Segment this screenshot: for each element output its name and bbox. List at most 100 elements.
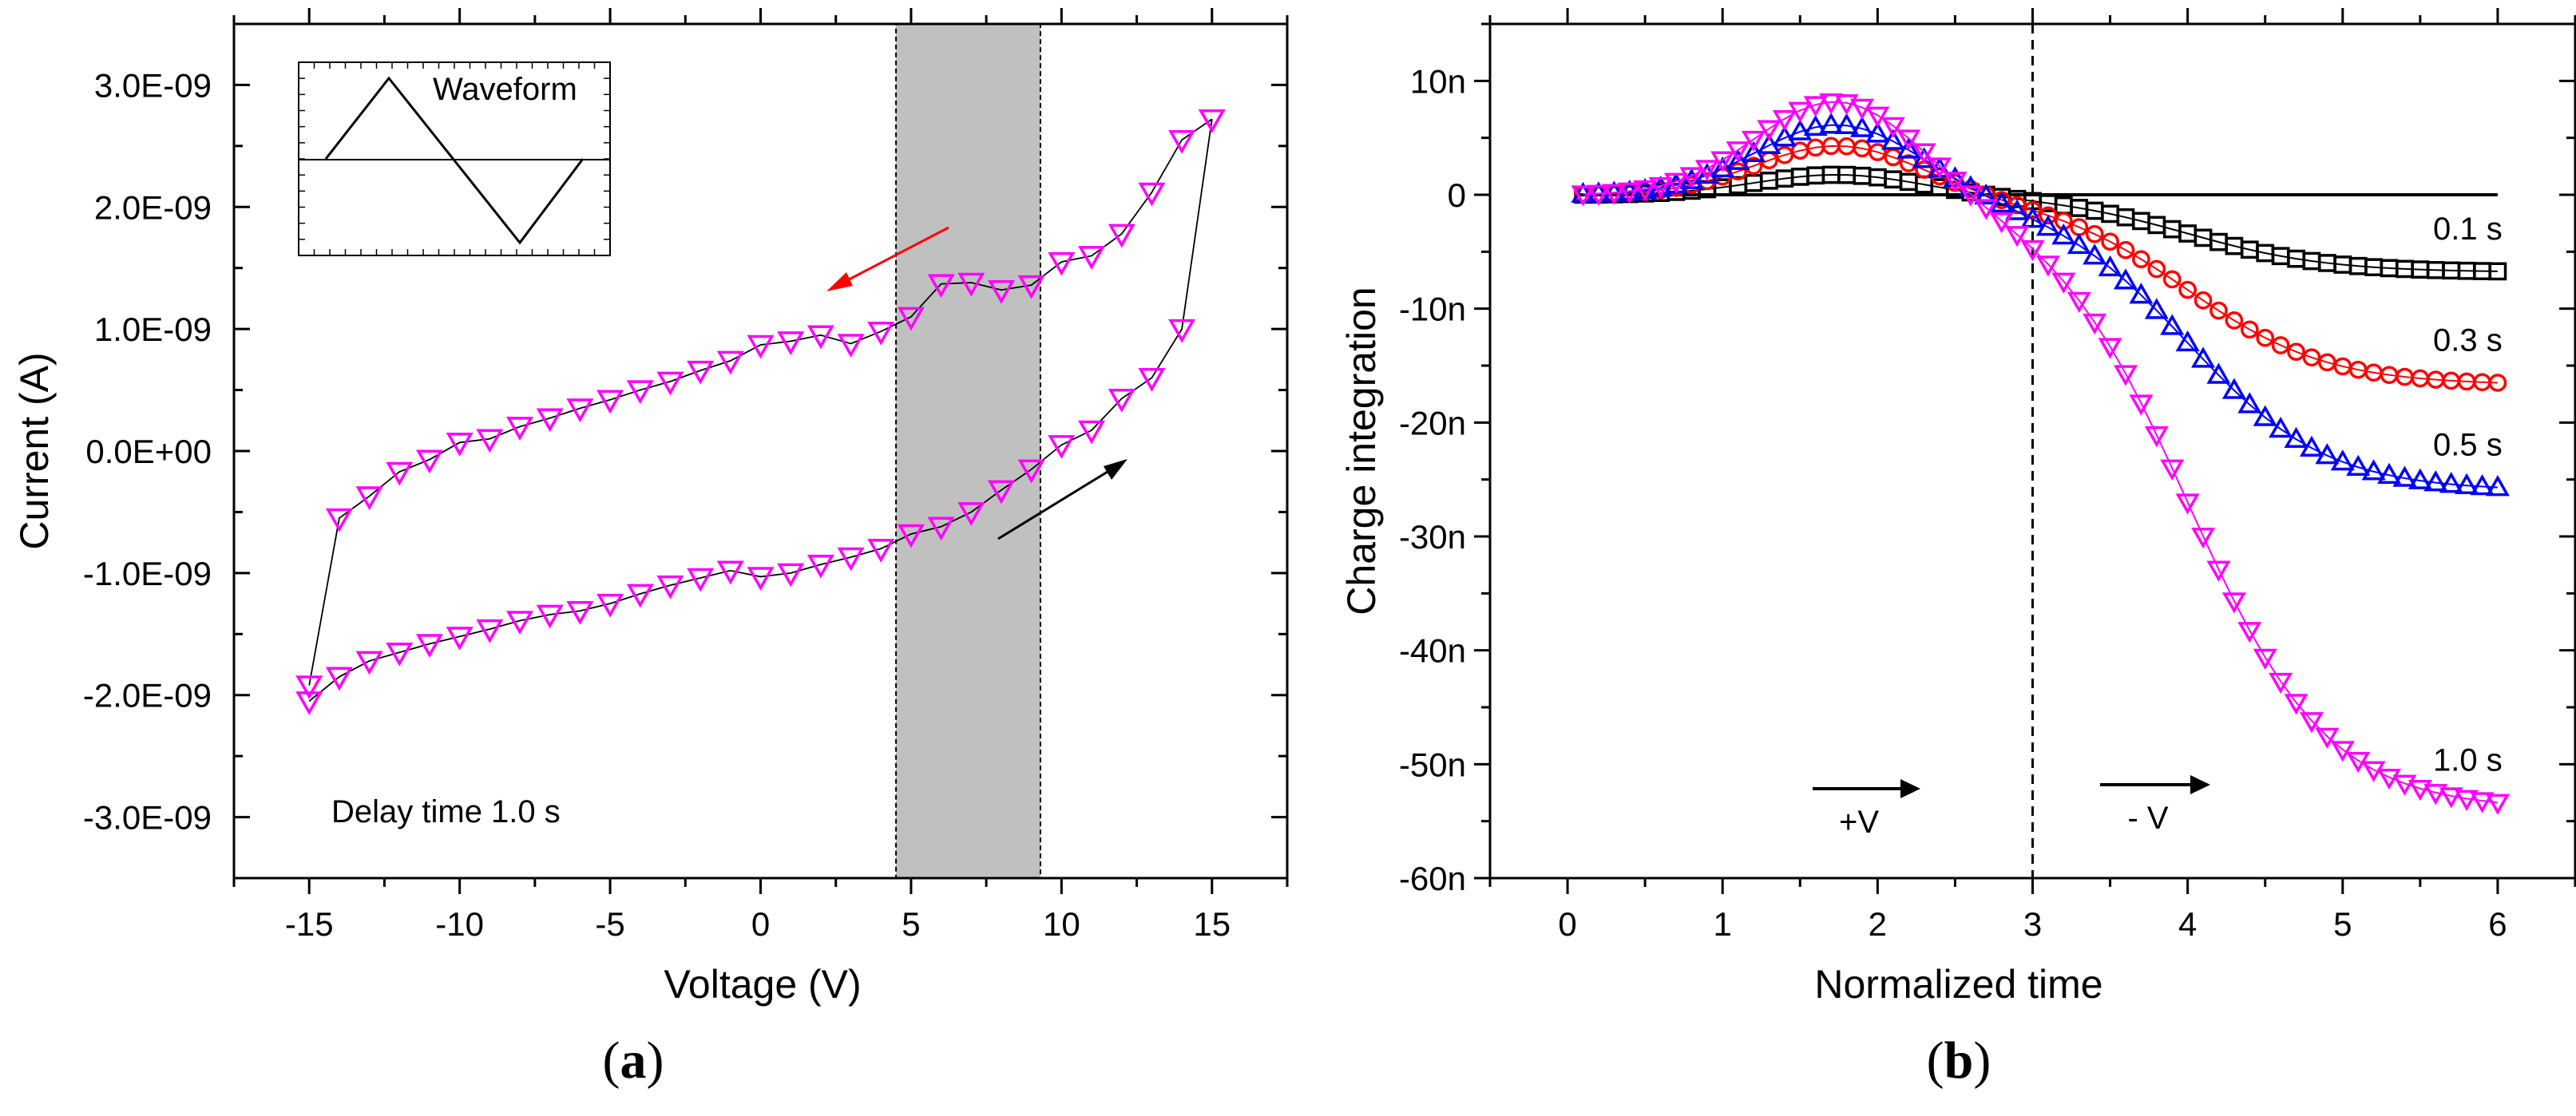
tick-labels-a: -15 -10 -5 0 5 10 15 -3.0E-09 -2.0E-09 -1.0E-09 0.…	[83, 66, 1231, 943]
data-point	[1648, 176, 1673, 199]
data-point	[1865, 121, 1890, 143]
data-point	[1168, 129, 1196, 154]
data-point	[1694, 160, 1719, 181]
data-point	[957, 502, 985, 526]
data-point	[566, 398, 594, 423]
data-point	[1974, 199, 1999, 220]
data-point	[2194, 291, 2213, 310]
data-point	[325, 508, 353, 532]
data-point	[2051, 272, 2076, 294]
series-line	[1583, 144, 2498, 384]
data-point	[2085, 224, 2104, 243]
x-tick-label-a: 15	[1193, 905, 1231, 943]
x-tick-label-b: 5	[2333, 905, 2352, 943]
x-tick-label-a: -5	[595, 905, 624, 943]
data-point	[2237, 622, 2262, 643]
data-point	[2346, 454, 2371, 477]
data-point	[1880, 117, 1905, 139]
data-point	[777, 331, 805, 355]
data-point	[1017, 275, 1045, 299]
x-tick-label-b: 0	[1558, 905, 1576, 943]
data-point	[716, 560, 744, 585]
plot-area-b	[1474, 8, 2576, 894]
data-point	[1617, 182, 1642, 204]
data-point	[2098, 255, 2122, 277]
data-point	[2132, 250, 2150, 269]
data-point	[806, 554, 834, 579]
data-point	[1138, 368, 1166, 392]
data-point	[2299, 435, 2324, 457]
data-point	[2147, 259, 2166, 279]
data-point	[1896, 137, 1921, 159]
shaded-region	[895, 23, 1041, 879]
data-point	[2256, 328, 2275, 347]
data-point	[1834, 94, 1859, 116]
data-point	[1571, 185, 1595, 207]
data-point	[897, 307, 925, 331]
data-point	[596, 593, 624, 618]
data-point	[1713, 178, 1732, 197]
data-point	[2178, 280, 2197, 299]
data-point	[386, 461, 414, 486]
y-tick-label-b: 10n	[1410, 62, 1466, 100]
data-point	[1633, 180, 1658, 202]
data-point	[1849, 116, 1874, 137]
y-axis-label-a: Current (A)	[12, 352, 57, 549]
data-point	[2271, 336, 2290, 354]
y-tick-label-b: -60n	[1399, 860, 1466, 897]
data-point	[536, 604, 564, 629]
data-point	[2361, 459, 2386, 481]
data-point	[1788, 119, 1813, 140]
data-point	[2162, 270, 2182, 289]
data-point	[1017, 459, 1045, 484]
data-point	[446, 627, 474, 651]
data-point	[2423, 784, 2448, 805]
data-point	[2206, 560, 2231, 582]
panel-a: -15 -10 -5 0 5 10 15 -3.0E-09 -2.0E-09 -1.0E-09 0.…	[12, 8, 1289, 1090]
x-axis-label-a: Voltage (V)	[664, 962, 861, 1007]
data-point	[2116, 240, 2135, 259]
data-point	[2039, 206, 2058, 225]
tick-labels-b: 0 1 2 3 4 5 6 10n 0 -10n -20n -30n -40n -50n -60n	[1399, 62, 2507, 943]
data-point	[2101, 232, 2119, 251]
data-point	[2191, 527, 2216, 549]
data-point	[2035, 255, 2060, 277]
data-point	[747, 567, 775, 591]
data-point	[1108, 389, 1135, 413]
data-point	[1865, 106, 1890, 128]
y-tick-label-b: -10n	[1399, 291, 1466, 328]
data-point	[2175, 330, 2200, 352]
data-point	[716, 350, 744, 375]
panel-b: 0 1 2 3 4 5 6 10n 0 -10n -20n -30n -40n -50n -60n 0.1 …	[1339, 8, 2576, 1090]
y-tick-label-a: 0.0E+00	[85, 433, 212, 470]
data-point	[2067, 291, 2091, 313]
series-label: 0.1 s	[2433, 212, 2503, 247]
data-point	[2408, 780, 2432, 801]
data-point	[656, 575, 684, 600]
data-point	[2470, 473, 2495, 496]
panel-label-b: (b)	[1927, 1031, 1991, 1090]
x-tick-label-a: -10	[435, 905, 484, 943]
waveform-inset: Waveform	[298, 61, 611, 256]
data-point	[2315, 727, 2340, 749]
data-point	[1772, 125, 1797, 147]
y-tick-label-a: 2.0E-09	[94, 188, 212, 226]
data-point	[957, 272, 985, 297]
data-point	[1989, 212, 2014, 234]
data-point	[1788, 101, 1813, 123]
data-point	[2206, 362, 2231, 384]
data-point	[2240, 320, 2259, 339]
data-point	[2144, 426, 2169, 448]
data-point	[1138, 182, 1166, 207]
y-tick-label-a: -2.0E-09	[83, 677, 212, 714]
data-point	[1679, 167, 1704, 188]
y-tick-label-a: 1.0E-09	[94, 311, 212, 348]
data-point	[1803, 114, 1828, 137]
series-1_0-s	[1571, 93, 2510, 815]
data-point	[2377, 462, 2402, 485]
positive-voltage-label: +V	[1839, 805, 1879, 840]
data-point	[2284, 426, 2308, 448]
data-point	[2361, 761, 2386, 782]
data-point	[1880, 129, 1905, 150]
series-labels-b: 0.1 s 0.3 s 0.5 s 1.0 s	[2433, 212, 2503, 778]
